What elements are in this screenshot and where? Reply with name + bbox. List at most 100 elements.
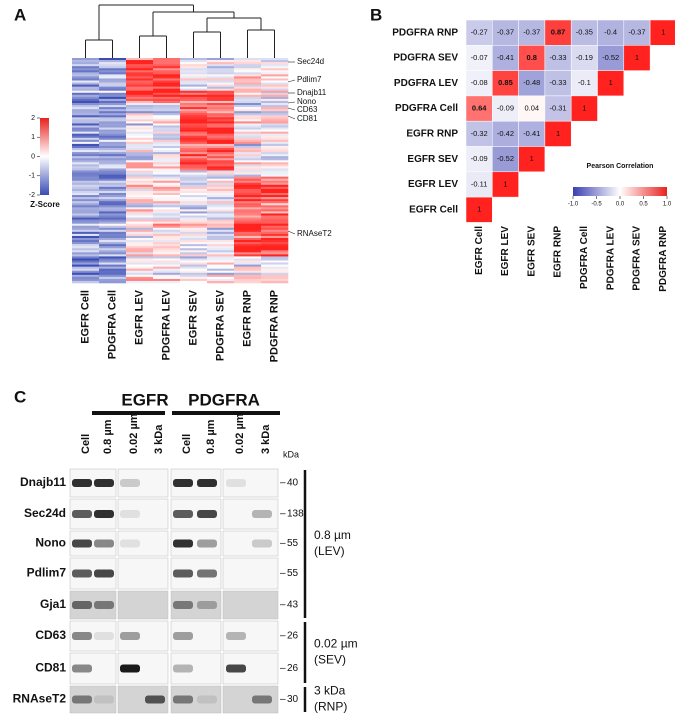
- blot-band: [173, 664, 193, 673]
- correlation-value: -0.11: [471, 179, 488, 188]
- heatmap-cell: [126, 170, 154, 173]
- heatmap-cell: [234, 225, 262, 229]
- heatmap-cell: [99, 213, 127, 216]
- heatmap-cell: [126, 178, 154, 182]
- heatmap-cell: [180, 215, 208, 218]
- heatmap-cell: [234, 190, 262, 194]
- heatmap-cell: [180, 158, 208, 161]
- heatmap-cell: [153, 150, 181, 153]
- heatmap-cell: [234, 92, 262, 96]
- heatmap-cell: [207, 121, 235, 124]
- correlation-cell: [492, 70, 519, 97]
- heatmap-cell: [207, 62, 235, 65]
- heatmap-cell: [180, 188, 208, 192]
- heatmap-cell: [180, 231, 208, 235]
- mw-dash: –: [280, 509, 286, 520]
- heatmap-cell: [207, 246, 235, 249]
- correlation-cell: [570, 70, 598, 97]
- heatmap-cell: [72, 195, 100, 198]
- blot-band: [120, 479, 140, 487]
- heatmap-cell: [207, 229, 235, 233]
- heatmap-cell: [234, 221, 262, 224]
- heatmap-cell: [234, 170, 262, 173]
- heatmap-cell: [180, 76, 208, 79]
- heatmap-cell: [153, 121, 181, 124]
- heatmap-cell: [180, 92, 208, 96]
- heatmap-cell: [261, 217, 289, 220]
- heatmap-cell: [234, 158, 262, 161]
- heatmap-cell: [126, 129, 154, 132]
- heatmap-cell: [180, 162, 208, 165]
- heatmap-cell: [207, 115, 235, 118]
- heatmap-cell: [180, 164, 208, 167]
- heatmap-cell: [180, 270, 208, 274]
- heatmap-cell: [180, 160, 208, 163]
- heatmap-cell: [180, 199, 208, 202]
- heatmap-cell: [207, 217, 235, 220]
- heatmap-cell: [180, 96, 208, 100]
- heatmap-cell: [234, 276, 262, 280]
- heatmap-cell: [99, 96, 127, 100]
- heatmap-cell: [180, 60, 208, 63]
- heatmap-cell: [261, 209, 289, 212]
- heatmap-cell: [261, 186, 289, 190]
- heatmap-cell: [153, 168, 181, 171]
- heatmap-cell: [234, 172, 262, 175]
- heatmap-cell: [99, 190, 127, 194]
- correlation-value: 0.64: [472, 104, 487, 113]
- heatmap-cell: [261, 123, 289, 126]
- heatmap-cell: [126, 262, 154, 265]
- correlation-cell: [518, 120, 546, 147]
- heatmap-cell: [99, 256, 127, 259]
- heatmap-cell: [180, 262, 208, 265]
- heatmap-cell: [207, 123, 235, 126]
- heatmap-cell: [72, 66, 100, 69]
- heatmap-cell: [207, 190, 235, 194]
- heatmap-cell: [261, 238, 289, 241]
- heatmap-cell: [126, 64, 154, 67]
- heatmap-cell: [126, 107, 154, 110]
- heatmap-cell: [207, 119, 235, 122]
- heatmap-cell: [126, 115, 154, 118]
- blot-band: [72, 664, 92, 673]
- heatmap-cell: [99, 86, 127, 89]
- heatmap-cell: [99, 150, 127, 153]
- heatmap-cell: [99, 98, 127, 102]
- heatmap-cell: [99, 127, 127, 130]
- heatmap-cell: [153, 184, 181, 188]
- heatmap-cell: [261, 211, 289, 214]
- heatmap-cell: [126, 211, 154, 214]
- heatmap-cell: [153, 215, 181, 218]
- heatmap-cell: [207, 90, 235, 94]
- heatmap-cell: [126, 188, 154, 192]
- heatmap-cell: [207, 260, 235, 263]
- heatmap-cell: [153, 254, 181, 257]
- correlation-value: 0.8: [527, 53, 537, 62]
- heatmap-cell: [126, 92, 154, 96]
- heatmap-cell: [99, 121, 127, 124]
- blot-band: [226, 632, 246, 640]
- blot-panel: [117, 530, 169, 557]
- colorbar-tick-label: 0.0: [616, 202, 625, 208]
- heatmap-cell: [180, 260, 208, 263]
- heatmap-cell: [99, 205, 127, 208]
- heatmap-cell: [126, 125, 154, 128]
- blot-band: [252, 510, 272, 518]
- blot-panel: [222, 468, 279, 498]
- heatmap-cell: [180, 276, 208, 280]
- colorbar-title: Pearson Correlation: [586, 163, 654, 170]
- heatmap-cell: [261, 199, 289, 202]
- heatmap-cell: [234, 111, 262, 114]
- correlation-value: 0.04: [524, 104, 539, 113]
- heatmap-cell: [72, 84, 100, 87]
- heatmap-cell: [126, 119, 154, 122]
- heatmap-cell: [72, 166, 100, 169]
- heatmap-cell: [234, 250, 262, 253]
- heatmap-cell: [261, 242, 289, 245]
- heatmap-cell: [72, 72, 100, 75]
- heatmap-cell: [153, 176, 181, 179]
- heatmap-cell: [153, 135, 181, 139]
- blot-panel: [170, 652, 222, 685]
- heatmap-cell: [72, 262, 100, 265]
- heatmap-cell: [261, 125, 289, 128]
